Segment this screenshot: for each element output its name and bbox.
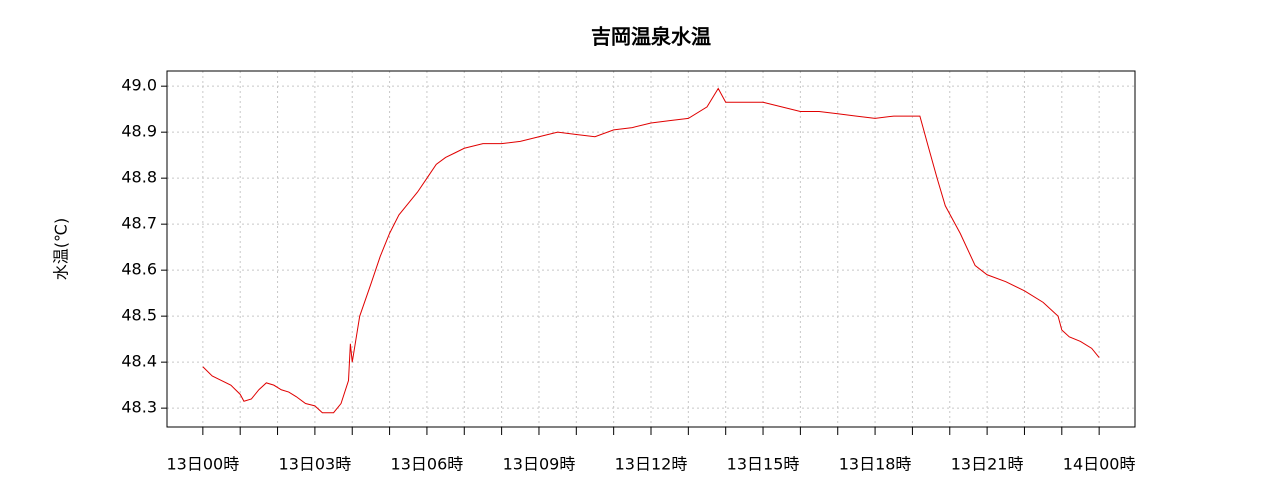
x-tick-label: 13日18時 bbox=[839, 455, 912, 474]
x-tick-label: 13日12時 bbox=[615, 455, 688, 474]
y-tick-label: 48.7 bbox=[121, 214, 157, 233]
y-tick-label: 48.4 bbox=[121, 352, 157, 371]
y-axis-label: 水温(℃) bbox=[52, 218, 71, 280]
y-tick-label: 48.8 bbox=[121, 168, 157, 187]
x-tick-label: 13日00時 bbox=[166, 455, 239, 474]
y-tick-label: 48.6 bbox=[121, 260, 157, 279]
x-tick-label: 13日03時 bbox=[279, 455, 352, 474]
x-tick-label: 13日15時 bbox=[727, 455, 800, 474]
y-tick-label: 48.9 bbox=[121, 122, 157, 141]
y-tick-label: 48.5 bbox=[121, 306, 157, 325]
data-line bbox=[202, 87, 1100, 414]
y-tick-label: 49.0 bbox=[121, 76, 157, 95]
y-tick-label: 48.3 bbox=[121, 398, 157, 417]
x-tick-label: 13日21時 bbox=[951, 455, 1024, 474]
plot-frame bbox=[166, 70, 1136, 428]
x-tick-label: 13日09時 bbox=[503, 455, 576, 474]
chart-title: 吉岡温泉水温 bbox=[591, 25, 711, 49]
x-tick-label: 14日00時 bbox=[1063, 455, 1136, 474]
x-tick-label: 13日06時 bbox=[391, 455, 464, 474]
